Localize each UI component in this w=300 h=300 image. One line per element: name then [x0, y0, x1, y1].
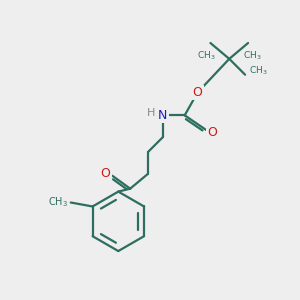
Text: N: N — [158, 109, 168, 122]
Text: CH$_3$: CH$_3$ — [249, 64, 268, 77]
Text: O: O — [208, 126, 218, 139]
Text: CH$_3$: CH$_3$ — [48, 196, 68, 209]
Text: CH$_3$: CH$_3$ — [243, 50, 261, 62]
Text: O: O — [100, 167, 110, 180]
Text: CH$_3$: CH$_3$ — [197, 50, 216, 62]
Text: O: O — [193, 86, 202, 99]
Text: H: H — [147, 108, 155, 118]
